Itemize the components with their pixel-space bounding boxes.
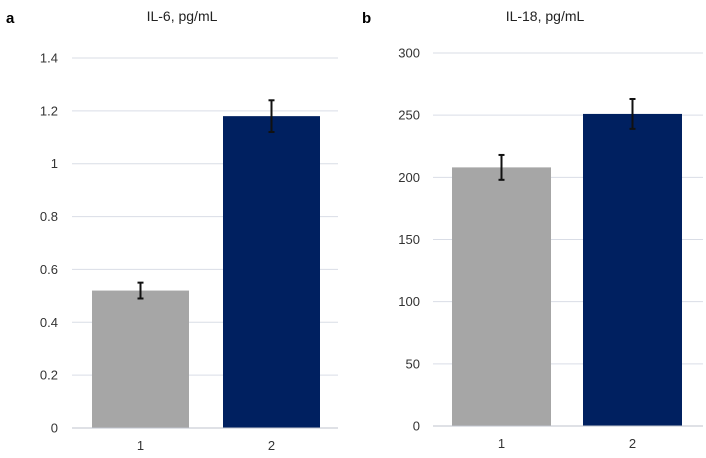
chart-title: IL-6, pg/mL [147,8,218,24]
x-tick-label: 1 [137,438,144,453]
y-tick-label: 0.8 [40,209,58,224]
error-bar [137,281,144,300]
panel-letter: b [362,10,371,27]
panel-letter: a [6,10,15,27]
y-tick-label: 1 [51,156,58,171]
y-tick-label: 250 [398,108,420,123]
x-tick-label: 2 [629,436,636,451]
x-tick-label: 1 [498,436,505,451]
y-tick-label: 0.6 [40,262,58,277]
y-tick-label: 300 [398,46,420,61]
chart-title: IL-18, pg/mL [506,8,585,24]
y-tick-label: 0.4 [40,315,58,330]
x-tick-label: 2 [268,438,275,453]
y-tick-label: 150 [398,232,420,247]
y-tick-label: 100 [398,294,420,309]
y-tick-label: 0 [413,419,420,434]
y-tick-label: 50 [406,356,420,371]
bar-1 [452,167,551,427]
y-tick-label: 0.2 [40,368,58,383]
panel-a: a IL-6, pg/mL 0 0.2 0.4 0.6 0.8 1 1.2 1.4 1 2 [6,8,338,453]
error-bar [268,99,275,133]
y-tick-label: 200 [398,170,420,185]
y-tick-label: 1.4 [40,51,58,66]
error-bar [498,153,505,181]
bar-2 [583,113,682,426]
bar-2 [223,116,320,429]
error-bar [629,98,636,130]
bar-1 [92,290,189,428]
panel-b: b IL-18, pg/mL 0 50 100 150 200 250 300 1 2 [362,8,703,451]
y-tick-label: 0 [51,421,58,436]
y-tick-label: 1.2 [40,103,58,118]
